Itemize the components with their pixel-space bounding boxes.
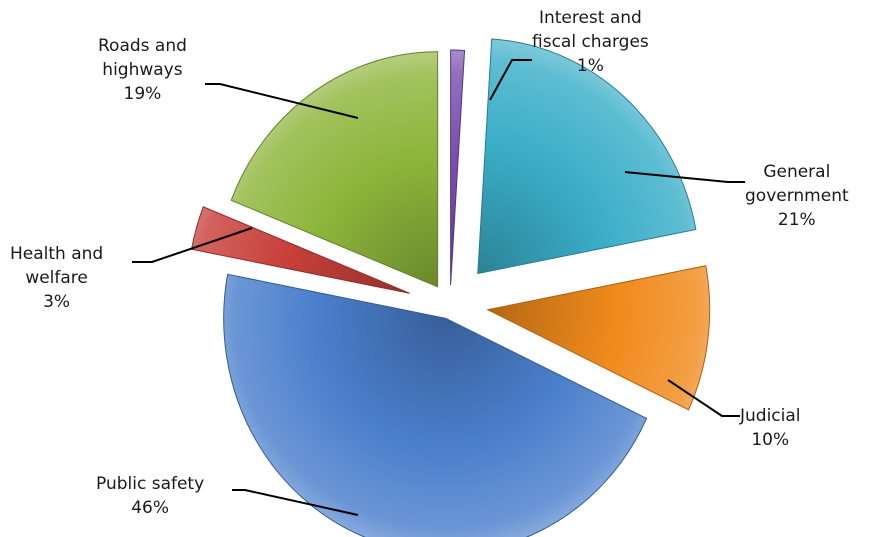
slice-name-line: Interest and <box>538 8 642 28</box>
slice-label-public-safety: Public safety 46% <box>96 472 204 520</box>
slice-percent: 10% <box>751 430 790 450</box>
leader-line <box>624 171 745 183</box>
slice-name-line: Judicial <box>740 406 801 426</box>
slice-percent: 21% <box>777 210 816 230</box>
slice-name-line: Health and <box>10 244 104 264</box>
slice-name-line: highways <box>102 60 183 80</box>
slice-percent: 3% <box>43 292 71 312</box>
leader-line <box>132 227 253 263</box>
slice-label-general-government: General government 21% <box>745 160 849 232</box>
slice-label-health-welfare: Health and welfare 3% <box>10 242 103 314</box>
slice-name-line: Public safety <box>96 474 205 494</box>
slice-name-line: government <box>745 186 849 206</box>
slice-label-judicial: Judicial 10% <box>740 404 801 452</box>
pie-slice-general-government <box>477 38 697 275</box>
leader-line <box>205 83 359 119</box>
pie-slice-judicial <box>486 265 711 411</box>
leader-line <box>667 379 740 417</box>
pie-slice-interest-and-fiscal-charges <box>450 49 466 286</box>
slice-name-line: welfare <box>25 268 88 288</box>
slice-percent: 19% <box>123 84 162 104</box>
slice-name-line: fiscal charges <box>532 32 649 52</box>
pie-slice-roads-and-highways <box>230 51 439 288</box>
slice-percent: 46% <box>131 498 169 518</box>
slice-name-line: General <box>763 162 831 182</box>
slice-name-line: Roads and <box>98 36 187 56</box>
slice-percent: 1% <box>576 56 604 76</box>
pie-slice-public-safety <box>223 273 648 537</box>
slice-label-roads-highways: Roads and highways 19% <box>98 34 187 106</box>
slice-label-interest-fiscal-charges: Interest and fiscal charges 1% <box>532 6 649 78</box>
leader-line <box>489 59 532 101</box>
leader-line <box>232 489 359 516</box>
